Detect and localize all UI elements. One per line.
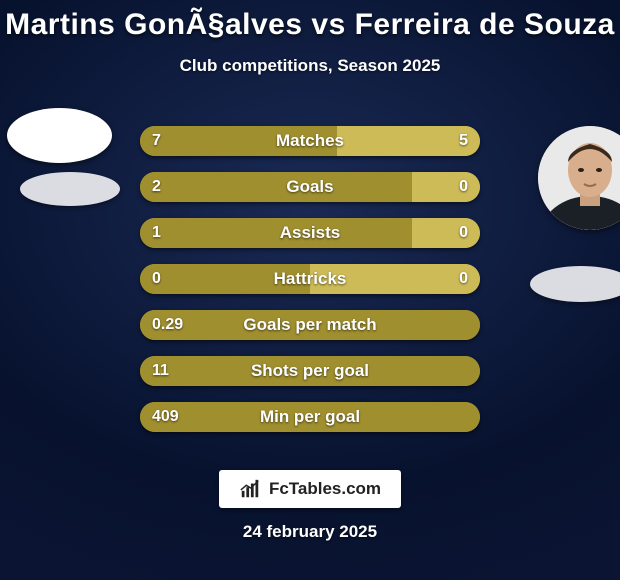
player-right-photo [538, 126, 620, 230]
page-title: Martins GonÃ§alves vs Ferreira de Souza [0, 0, 620, 42]
stat-name: Assists [140, 218, 480, 248]
stat-row: 409Min per goal [140, 402, 480, 432]
stat-row: 00Hattricks [140, 264, 480, 294]
stat-name: Goals [140, 172, 480, 202]
player-right-avatar [538, 126, 620, 230]
stat-bars: 75Matches 20Goals 10Assists 00Hattricks 0.29… [140, 108, 480, 432]
stat-row: 10Assists [140, 218, 480, 248]
stat-name: Goals per match [140, 310, 480, 340]
footer-date: 24 february 2025 [0, 522, 620, 542]
comparison-card: Martins GonÃ§alves vs Ferreira de Souza … [0, 0, 620, 580]
stat-name: Min per goal [140, 402, 480, 432]
stat-row: 20Goals [140, 172, 480, 202]
player-right-badge [530, 266, 620, 302]
stat-name: Matches [140, 126, 480, 156]
comparison-stage: 75Matches 20Goals 10Assists 00Hattricks 0.29… [0, 108, 620, 432]
stat-row: 0.29Goals per match [140, 310, 480, 340]
player-left-avatar [7, 108, 112, 163]
chart-icon [239, 478, 261, 500]
stat-name: Hattricks [140, 264, 480, 294]
stat-name: Shots per goal [140, 356, 480, 386]
brand-badge: FcTables.com [219, 470, 401, 508]
stat-row: 75Matches [140, 126, 480, 156]
player-left-badge [20, 172, 120, 206]
stat-row: 11Shots per goal [140, 356, 480, 386]
subtitle: Club competitions, Season 2025 [0, 56, 620, 76]
brand-text: FcTables.com [269, 479, 381, 499]
